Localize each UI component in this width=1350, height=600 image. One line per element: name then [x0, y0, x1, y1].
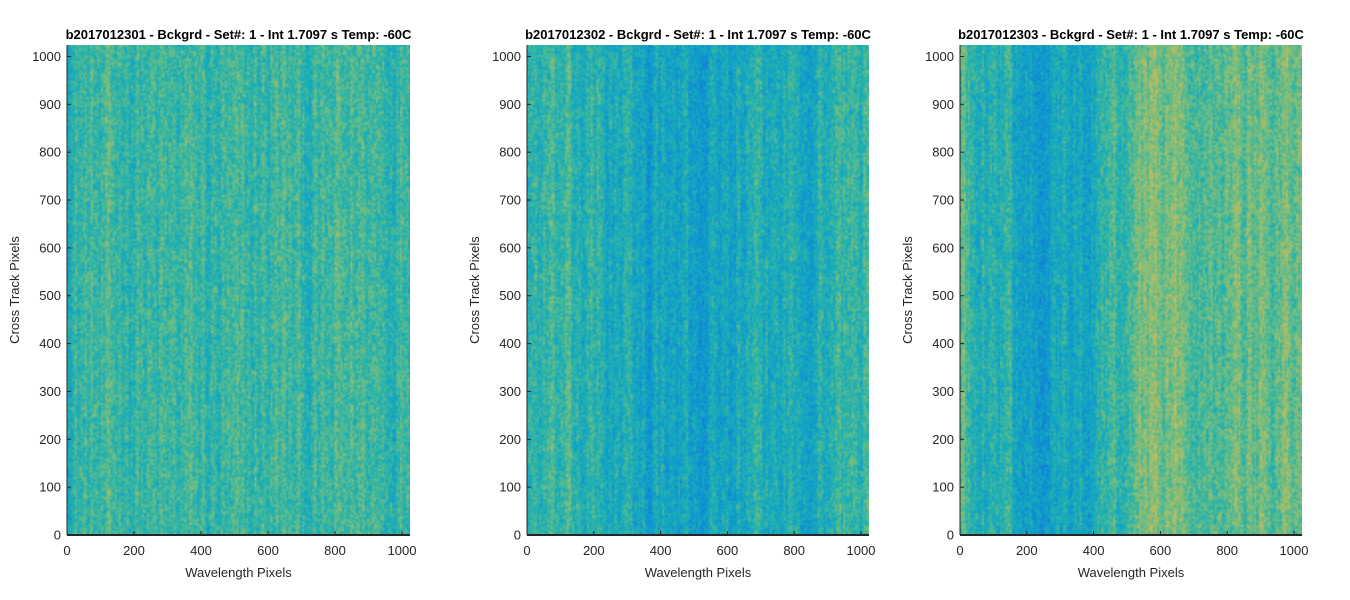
y-tick-label: 0: [54, 528, 61, 543]
x-tick-label: 400: [190, 543, 212, 558]
x-tick-label: 1000: [388, 543, 417, 558]
y-tick-label: 300: [499, 384, 521, 399]
y-tick-label: 300: [932, 384, 954, 399]
y-tick-label: 600: [932, 240, 954, 255]
x-tick-label: 0: [956, 543, 963, 558]
x-tick-label: 200: [123, 543, 145, 558]
y-tick-label: 100: [499, 480, 521, 495]
x-tick-label: 800: [1216, 543, 1238, 558]
x-tick-label: 200: [1016, 543, 1038, 558]
y-tick-label: 100: [932, 480, 954, 495]
y-tick-label: 1000: [925, 49, 954, 64]
y-tick-label: 200: [39, 432, 61, 447]
y-tick-label: 900: [932, 97, 954, 112]
y-tick-label: 400: [499, 336, 521, 351]
chart-panel-2: 0 200 400 600 800 1000 0 100 200 300 400 500 600 700 8…: [467, 27, 875, 580]
x-tick-label: 600: [717, 543, 739, 558]
x-tick-label: 1000: [1280, 543, 1309, 558]
y-axis-label: Cross Track Pixels: [900, 236, 915, 344]
x-tick-label: 1000: [847, 543, 876, 558]
y-tick-label: 1000: [32, 49, 61, 64]
y-tick-label: 800: [499, 145, 521, 160]
x-axis-label: Wavelength Pixels: [1078, 565, 1185, 580]
y-tick-label: 300: [39, 384, 61, 399]
chart-title: b2017012302 - Bckgrd - Set#: 1 - Int 1.7…: [525, 27, 871, 42]
y-tick-label: 600: [499, 240, 521, 255]
y-axis-label: Cross Track Pixels: [7, 236, 22, 344]
y-tick-label: 100: [39, 480, 61, 495]
y-tick-label: 800: [39, 145, 61, 160]
y-tick-label: 500: [499, 288, 521, 303]
y-tick-label: 700: [39, 193, 61, 208]
chart-title: b2017012301 - Bckgrd - Set#: 1 - Int 1.7…: [66, 27, 412, 42]
y-tick-label: 400: [39, 336, 61, 351]
heatmap-image-2: [527, 45, 869, 535]
chart-title: b2017012303 - Bckgrd - Set#: 1 - Int 1.7…: [958, 27, 1304, 42]
y-tick-label: 1000: [492, 49, 521, 64]
y-tick-label: 200: [499, 432, 521, 447]
chart-panel-3: 0 200 400 600 800 1000 0 100 200 300 400 500 600 700 8…: [900, 27, 1308, 580]
y-tick-label: 900: [39, 97, 61, 112]
y-tick-label: 600: [39, 240, 61, 255]
y-tick-label: 800: [932, 145, 954, 160]
y-tick-label: 0: [947, 528, 954, 543]
heatmap-image-3: [960, 45, 1302, 535]
y-tick-label: 200: [932, 432, 954, 447]
x-tick-label: 0: [63, 543, 70, 558]
heatmap-image-1: [67, 45, 410, 535]
y-tick-label: 700: [499, 193, 521, 208]
x-tick-label: 0: [523, 543, 530, 558]
chart-panel-1: 0 200 400 600 800 1000 0 100 200 300 400 500 600 700 8…: [7, 27, 416, 580]
x-tick-label: 200: [583, 543, 605, 558]
y-tick-label: 400: [932, 336, 954, 351]
x-axis-label: Wavelength Pixels: [645, 565, 752, 580]
x-tick-label: 600: [1150, 543, 1172, 558]
y-tick-label: 500: [932, 288, 954, 303]
y-tick-label: 0: [514, 528, 521, 543]
x-tick-label: 400: [650, 543, 672, 558]
y-axis-label: Cross Track Pixels: [467, 236, 482, 344]
y-tick-label: 900: [499, 97, 521, 112]
y-tick-label: 500: [39, 288, 61, 303]
x-tick-label: 800: [783, 543, 805, 558]
y-tick-label: 700: [932, 193, 954, 208]
x-tick-label: 800: [324, 543, 346, 558]
x-tick-label: 600: [257, 543, 279, 558]
x-tick-label: 400: [1083, 543, 1105, 558]
x-axis-label: Wavelength Pixels: [185, 565, 292, 580]
